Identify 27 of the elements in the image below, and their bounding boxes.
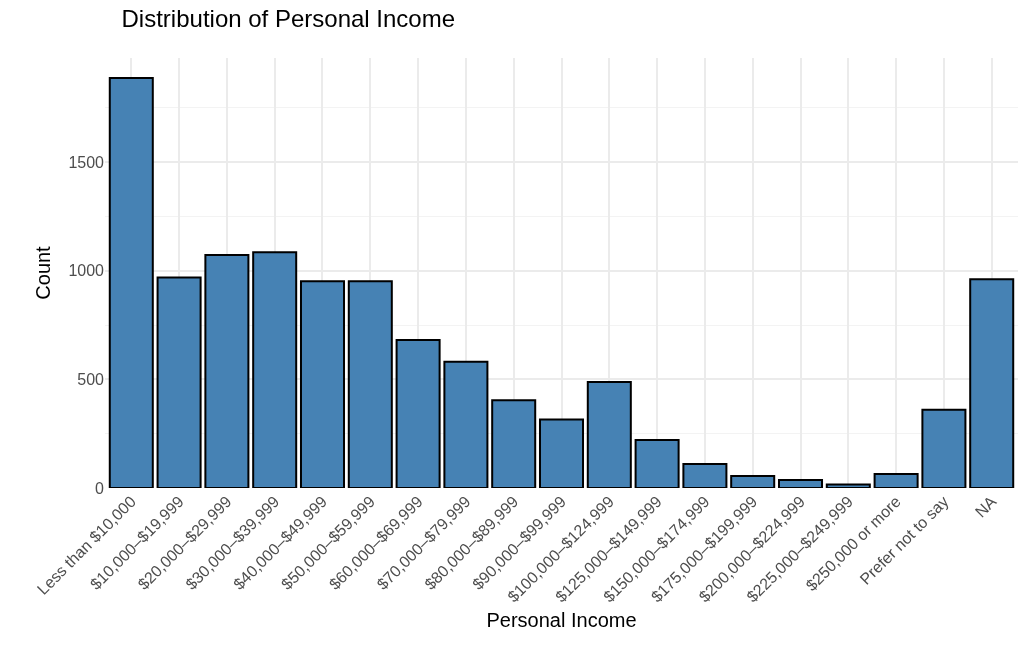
bar [921, 408, 967, 488]
chart-title: Distribution of Personal Income [121, 4, 456, 32]
bar [395, 339, 441, 488]
bar [682, 462, 728, 488]
bar [491, 399, 537, 488]
bar [634, 439, 680, 488]
y-axis-title: Count [31, 245, 54, 300]
x-tick-label: NA [971, 492, 1000, 521]
bar [969, 278, 1015, 488]
bar [347, 280, 393, 488]
bar [443, 360, 489, 488]
x-axis-title: Personal Income [486, 608, 637, 631]
bar [252, 251, 298, 488]
bar [586, 381, 632, 488]
y-tick-label: 0 [95, 479, 105, 497]
bar [825, 483, 871, 488]
bar [873, 473, 919, 488]
bar [108, 76, 154, 488]
bar [730, 475, 776, 488]
bar [777, 478, 824, 488]
bar [299, 280, 346, 488]
bar [538, 418, 585, 488]
bar [204, 253, 250, 488]
y-tick-label: 1000 [68, 262, 105, 280]
y-tick-label: 1500 [68, 153, 105, 171]
bar [156, 276, 202, 488]
y-tick-label: 500 [77, 371, 105, 389]
